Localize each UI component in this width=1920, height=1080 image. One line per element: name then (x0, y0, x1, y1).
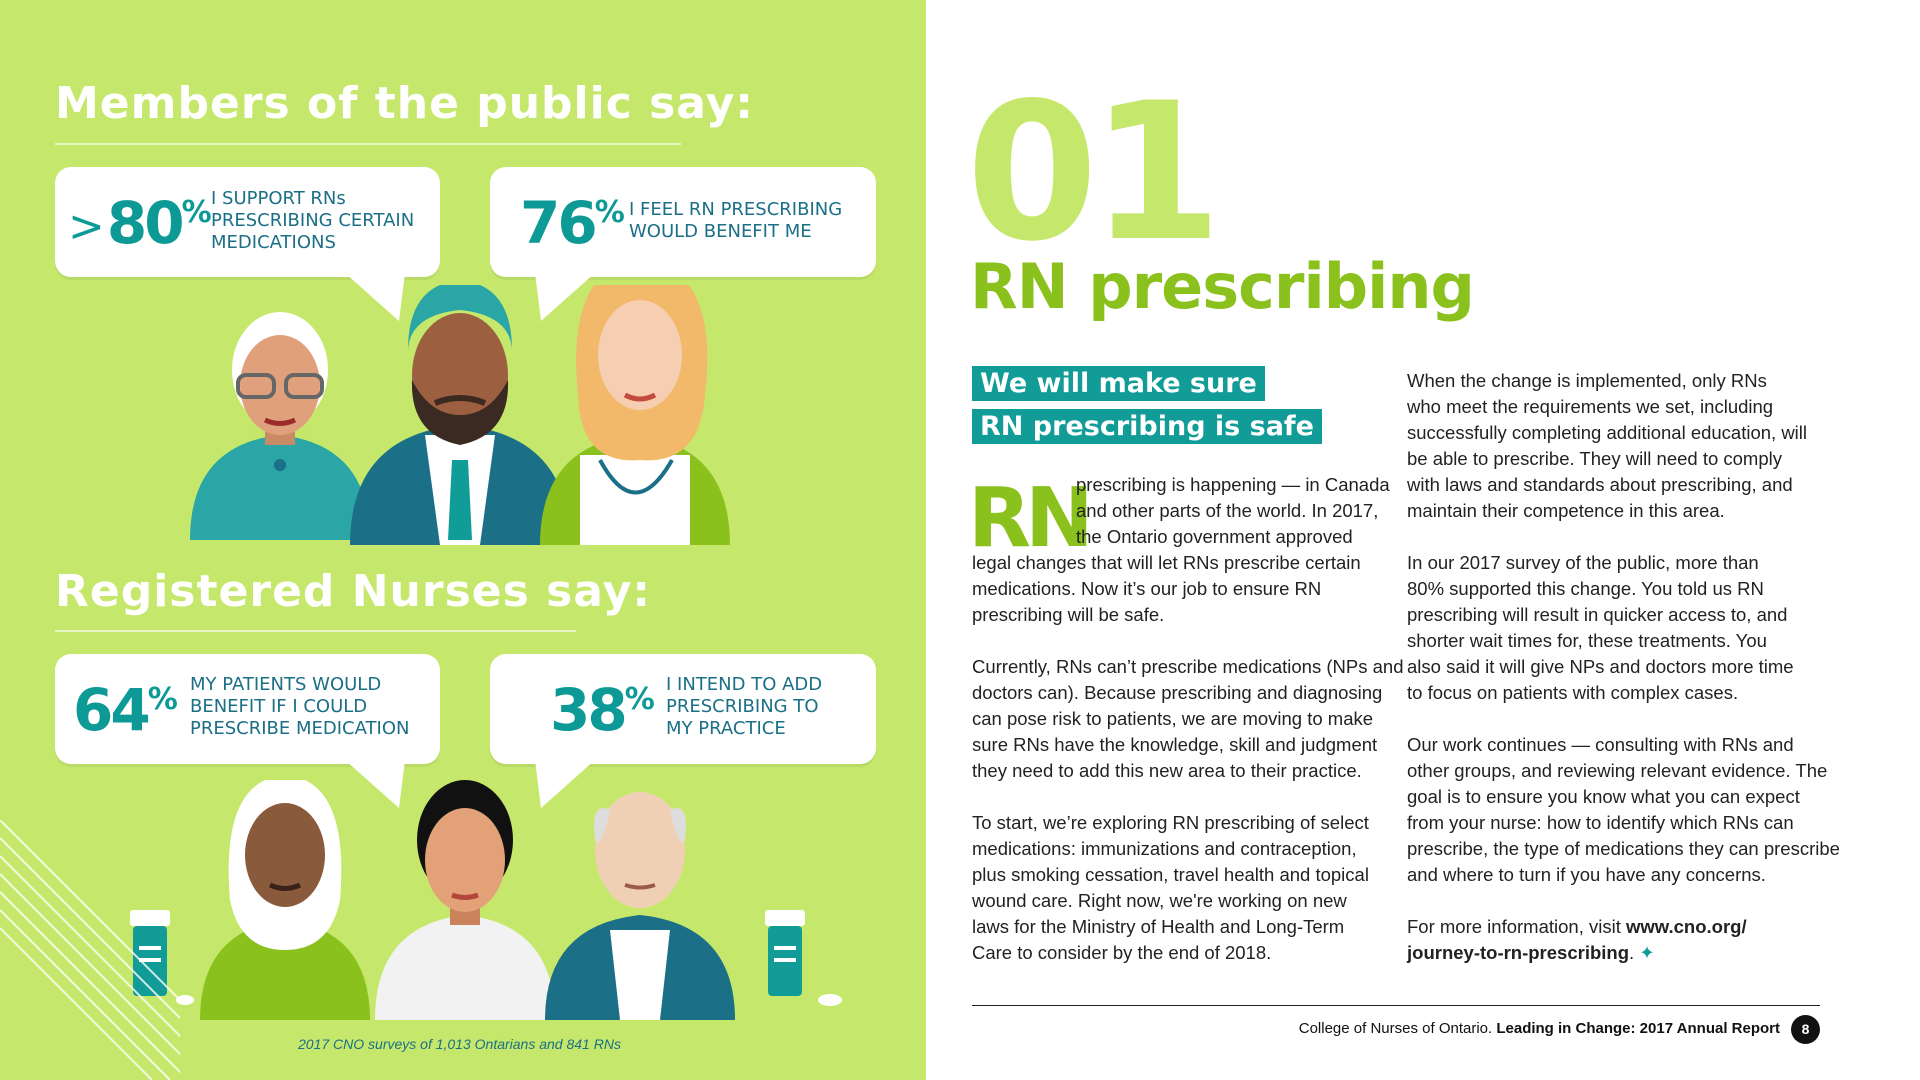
highlight-line-2: RN prescribing is safe (972, 409, 1322, 444)
col1-paragraph-3: To start, we’re exploring RN prescribing… (972, 812, 1369, 963)
stat-bubble-public-2: 76% I FEEL RN PRESCRIBING WOULD BENEFIT … (490, 167, 876, 321)
stat-text-nurses-2: I INTEND TO ADD PRESCRIBING TO MY PRACTI… (666, 674, 823, 739)
stat-text-nurses-1: MY PATIENTS WOULD BENEFIT IF I COULD PRE… (190, 674, 410, 739)
info-link-part-1[interactable]: www.cno.org/ (1625, 916, 1747, 937)
bubble-tail (345, 760, 405, 808)
avatar-nurse-hijab (200, 780, 370, 1020)
highlight-line-1: We will make sure (972, 366, 1265, 401)
col2-paragraph-1: When the change is implemented, only RNs… (1407, 370, 1808, 521)
pill-bottle-right-icon (765, 910, 842, 1006)
drop-cap: RN (968, 471, 1094, 566)
people-illustration-nurses (200, 780, 735, 1020)
avatar-man-turban (350, 285, 570, 545)
stat-value-public-1: >80% (68, 189, 212, 257)
people-illustration-public (190, 285, 730, 545)
stat-bubble-nurses-1: 64% MY PATIENTS WOULD BENEFIT IF I COULD… (55, 654, 440, 808)
col1-paragraph-1-wrap: prescribing is happening — in Canada and… (1076, 474, 1390, 547)
bubble-tail (535, 760, 595, 808)
stat-bubble-nurses-2: 38% I INTEND TO ADD PRESCRIBING TO MY PR… (490, 654, 876, 808)
stat-value-nurses-2: 38% (550, 676, 655, 744)
infographic-panel: Members of the public say: >80% I SUPPOR… (0, 0, 926, 1080)
stat-value-public-2: 76% (520, 189, 625, 257)
col2-paragraph-2: In our 2017 survey of the public, more t… (1407, 552, 1794, 703)
col2-paragraph-4: For more information, visit www.cno.org/… (1407, 916, 1747, 963)
end-mark-icon: ✦ (1639, 942, 1655, 963)
avatar-blonde-woman (540, 285, 730, 545)
bubble-tail (345, 273, 405, 321)
stat-text-public-1: I SUPPORT RNs PRESCRIBING CERTAIN MEDICA… (211, 188, 415, 253)
avatar-older-woman (190, 312, 370, 540)
footer-rule (972, 1005, 1820, 1006)
col1-paragraph-1-rest: legal changes that will let RNs prescrib… (972, 552, 1361, 625)
info-link-part-2[interactable]: journey-to-rn-prescribing (1407, 942, 1630, 963)
nurses-heading-rule (55, 630, 576, 632)
avatar-nurse-black-hair (375, 780, 555, 1020)
public-heading-rule (55, 143, 681, 145)
diagonal-stripes-decor (0, 820, 180, 1080)
section-title: RN prescribing (970, 250, 1475, 323)
stat-bubble-public-1: >80% I SUPPORT RNs PRESCRIBING CERTAIN M… (55, 167, 440, 321)
stat-value-nurses-1: 64% (73, 676, 178, 744)
survey-caption: 2017 CNO surveys of 1,013 Ontarians and … (298, 1036, 621, 1052)
stat-text-public-2: I FEEL RN PRESCRIBING WOULD BENEFIT ME (629, 199, 843, 242)
page-number-badge: 8 (1791, 1015, 1820, 1044)
col1-paragraph-2: Currently, RNs can’t prescribe medicatio… (972, 656, 1404, 781)
section-number: 01 (966, 62, 1222, 283)
nurses-heading: Registered Nurses say: (55, 566, 651, 617)
col2-paragraph-3: Our work continues — consulting with RNs… (1407, 734, 1840, 885)
footer-text: College of Nurses of Ontario. Leading in… (1298, 1020, 1780, 1037)
public-heading: Members of the public say: (55, 78, 754, 129)
bubble-tail (535, 273, 595, 321)
avatar-older-man (545, 792, 735, 1020)
